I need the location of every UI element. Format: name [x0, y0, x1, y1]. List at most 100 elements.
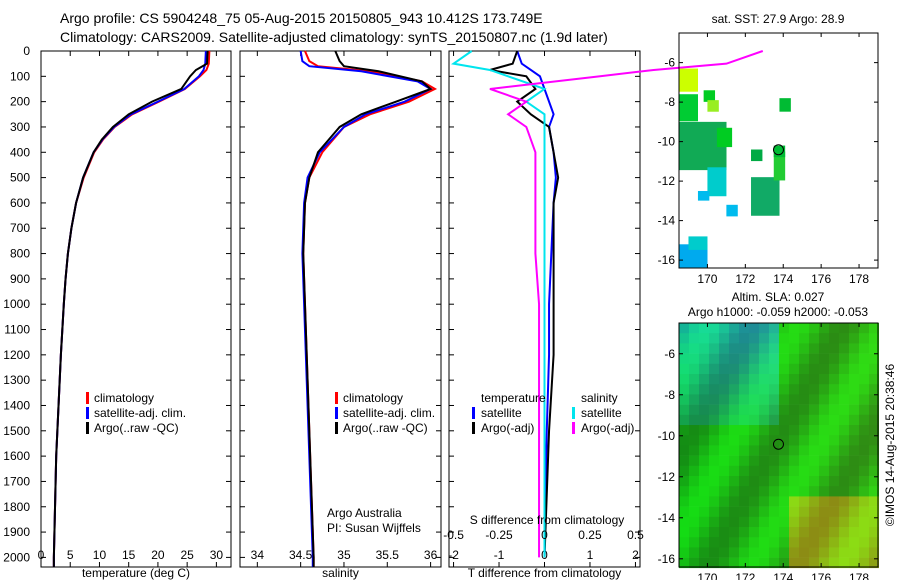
sla-cell — [799, 333, 809, 344]
sst-cell — [679, 244, 708, 268]
sla-cell — [839, 343, 849, 354]
sla-cell — [859, 394, 869, 405]
series-temperature-satellite — [516, 50, 557, 558]
x-tick-label: 5 — [67, 548, 74, 562]
sla-cell — [689, 353, 699, 365]
sla-cell — [829, 363, 839, 375]
sla-cell — [789, 343, 799, 354]
sla-cell — [759, 506, 769, 518]
legend-swatch — [86, 422, 89, 434]
sla-cell — [819, 394, 829, 405]
lon-tick-label: 176 — [811, 571, 831, 580]
sla-cell — [679, 486, 689, 497]
sla-cell — [869, 363, 879, 375]
sla-cell — [709, 384, 719, 395]
lon-tick-label: 174 — [773, 571, 793, 580]
sla-cell — [759, 537, 769, 548]
sla-cell — [709, 496, 719, 507]
x-axis-label: temperature (deg C) — [82, 566, 190, 580]
sla-cell — [809, 465, 819, 477]
sla-cell — [749, 496, 759, 507]
sla-cell — [709, 435, 719, 446]
sla-cell — [759, 435, 769, 446]
sla-cell — [799, 425, 809, 436]
sla-cell — [759, 496, 769, 507]
lat-tick-label: -16 — [658, 253, 676, 267]
map-frame-1 — [678, 322, 879, 568]
sla-cell — [739, 465, 749, 477]
sla-cell — [739, 414, 749, 426]
sla-cell — [849, 547, 859, 558]
sla-cell — [809, 374, 819, 385]
lon-tick-label: 172 — [735, 272, 755, 286]
sla-cell — [799, 353, 809, 365]
sla-cell — [839, 496, 849, 507]
sla-cell — [779, 557, 789, 569]
x-tick-label: 1 — [587, 548, 594, 562]
sla-cell — [779, 363, 789, 375]
sla-cell — [859, 537, 869, 548]
sla-cell — [719, 363, 729, 375]
sla-cell — [679, 404, 689, 416]
sla-cell — [729, 506, 739, 518]
sla-cell — [839, 414, 849, 426]
sla-cell — [789, 425, 799, 436]
sla-cell — [769, 547, 779, 558]
sla-cell — [789, 496, 799, 507]
sla-cell — [789, 527, 799, 538]
lat-tick-label: -16 — [658, 552, 676, 566]
sla-cell — [819, 384, 829, 395]
sla-cell — [689, 394, 699, 405]
sla-cell — [869, 414, 879, 426]
x-tick-label: 15 — [122, 548, 136, 562]
sla-cell — [859, 486, 869, 497]
sla-cell — [689, 333, 699, 344]
sla-cell — [719, 537, 729, 548]
sla-cell — [819, 455, 829, 467]
sla-cell — [689, 506, 699, 518]
sla-cell — [859, 343, 869, 354]
sla-cell — [839, 323, 849, 334]
sla-cell — [769, 476, 779, 487]
sla-cell — [719, 394, 729, 405]
sla-cell — [699, 445, 709, 456]
sla-cell — [789, 435, 799, 446]
sla-cell — [779, 547, 789, 558]
depth-tick-label: 1700 — [3, 474, 30, 488]
sla-cell — [859, 527, 869, 538]
sla-cell — [749, 547, 759, 558]
sla-cell — [859, 425, 869, 436]
sla-cell — [739, 476, 749, 487]
series-temperature-Argo-adj- — [489, 50, 560, 558]
lat-tick-label: -10 — [658, 429, 676, 443]
sla-cell — [859, 476, 869, 487]
sla-cell — [849, 455, 859, 467]
sla-cell — [789, 557, 799, 569]
sla-cell — [849, 404, 859, 416]
profile-panel-0 — [40, 50, 232, 568]
sla-cell — [849, 363, 859, 375]
sla-cell — [709, 394, 719, 405]
sla-cell — [819, 537, 829, 548]
sla-cell — [819, 465, 829, 477]
sst-cell — [779, 98, 791, 112]
sla-cell — [749, 557, 759, 569]
sla-cell — [739, 445, 749, 456]
sla-cell — [789, 506, 799, 518]
sla-cell — [859, 506, 869, 518]
sla-cell — [849, 374, 859, 385]
sla-cell — [829, 414, 839, 426]
legend-title: temperature — [481, 391, 546, 405]
sla-cell — [759, 516, 769, 528]
sla-cell — [799, 343, 809, 354]
sla-cell — [779, 537, 789, 548]
sla-cell — [719, 343, 729, 354]
sla-cell — [799, 323, 809, 334]
sla-cell — [739, 374, 749, 385]
sla-cell — [789, 476, 799, 487]
sla-cell — [799, 465, 809, 477]
sla-cell — [679, 384, 689, 395]
sla-cell — [799, 496, 809, 507]
sla-cell — [849, 527, 859, 538]
sla-cell — [739, 486, 749, 497]
